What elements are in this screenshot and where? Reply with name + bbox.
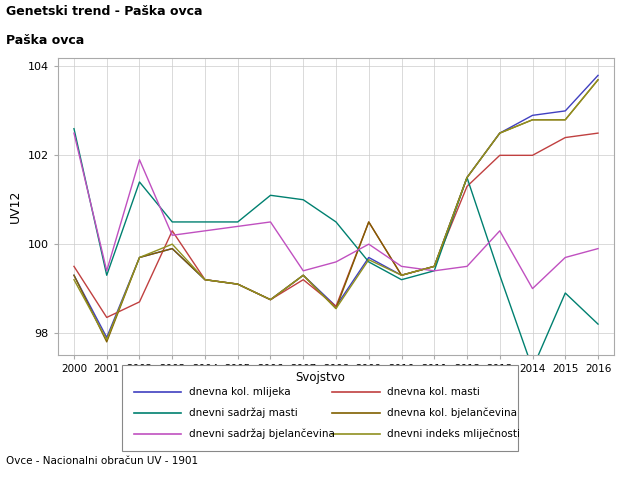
Text: dnevni sadržaj masti: dnevni sadržaj masti: [189, 408, 298, 419]
Text: dnevni indeks mliječnosti: dnevni indeks mliječnosti: [387, 429, 520, 439]
Text: Genetski trend - Paška ovca: Genetski trend - Paška ovca: [6, 5, 203, 18]
Text: dnevna kol. masti: dnevna kol. masti: [387, 387, 481, 397]
Text: dnevni sadržaj bjelančevina: dnevni sadržaj bjelančevina: [189, 429, 335, 439]
Text: Svojstvo: Svojstvo: [295, 371, 345, 384]
Text: Ovce - Nacionalni obračun UV - 1901: Ovce - Nacionalni obračun UV - 1901: [6, 456, 198, 466]
Text: Paška ovca: Paška ovca: [6, 34, 84, 47]
Y-axis label: UV12: UV12: [9, 190, 22, 223]
Text: dnevna kol. bjelančevina: dnevna kol. bjelančevina: [387, 408, 518, 419]
X-axis label: Godina rođenja: Godina rođenja: [288, 380, 384, 393]
Text: dnevna kol. mlijeka: dnevna kol. mlijeka: [189, 387, 291, 397]
